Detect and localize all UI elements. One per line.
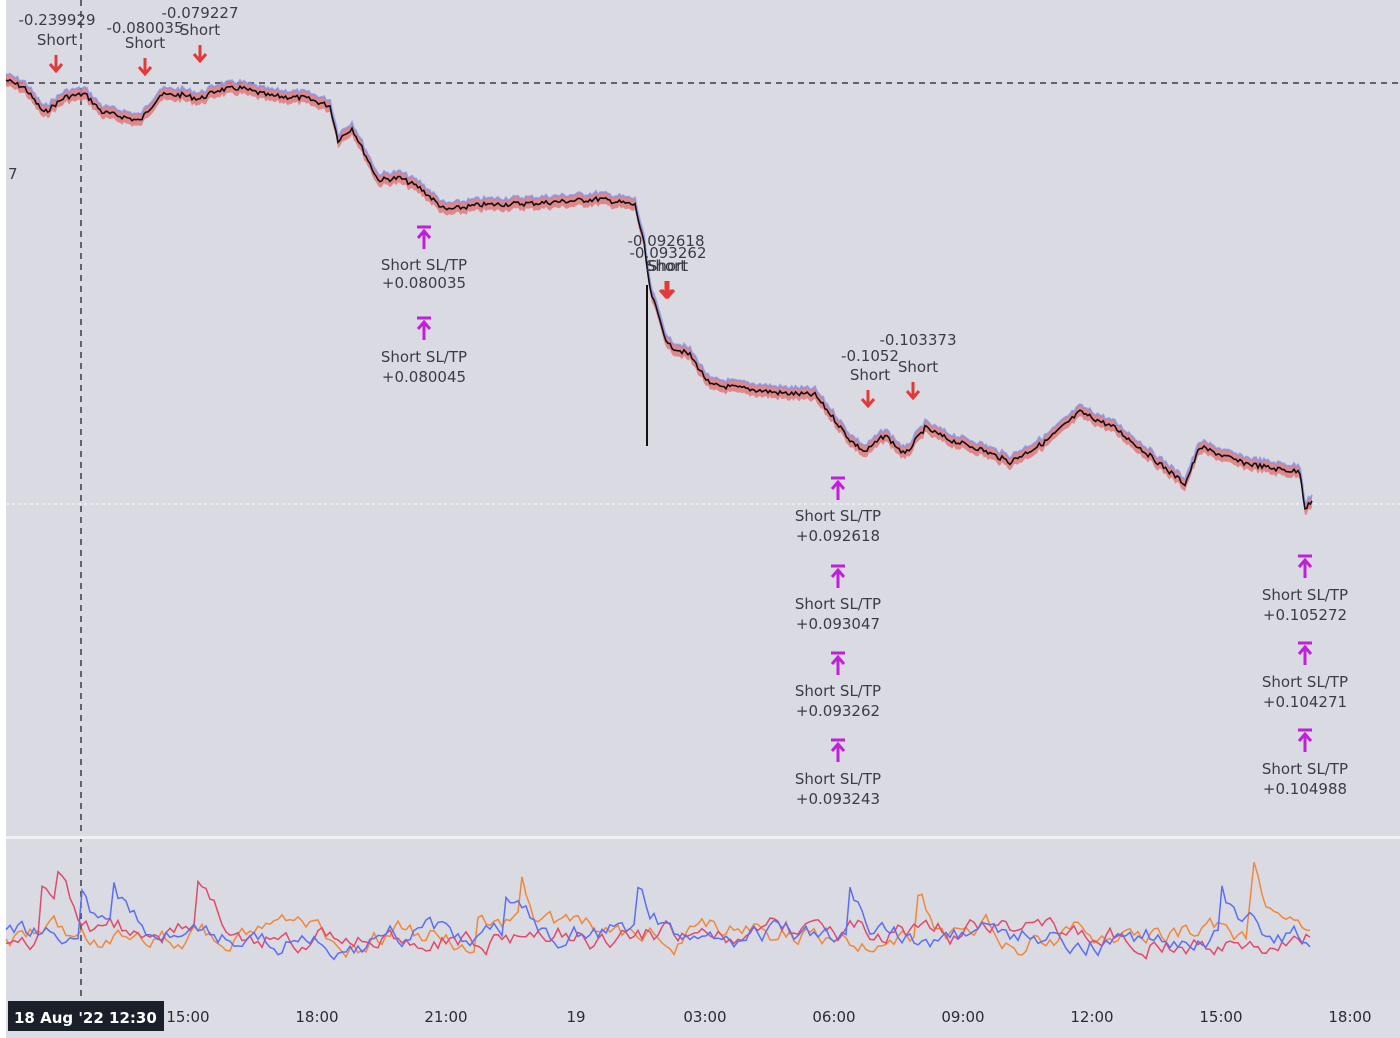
exit-label: Short SL/TP xyxy=(795,770,881,788)
exit-marker-icon xyxy=(416,225,432,249)
oscillator-pane xyxy=(5,861,1311,961)
x-tick-label: 06:00 xyxy=(812,1008,855,1026)
x-axis-ticks: 15:00 18:00 21:00 19 03:00 06:00 09:00 12:00 15:… xyxy=(166,1008,1371,1026)
entry-value-label: -0.103373 xyxy=(880,331,957,349)
price-line xyxy=(5,78,1313,510)
exit-marker-icon xyxy=(830,651,846,675)
exit-value-label: +0.104271 xyxy=(1263,693,1347,711)
x-tick-label: 19 xyxy=(566,1008,585,1026)
entry-side-label: Short xyxy=(648,257,688,275)
entry-value-label: -0.080035 xyxy=(107,19,184,37)
cursor-time-badge xyxy=(8,1001,164,1031)
entry-side-label: Short xyxy=(125,34,165,52)
x-tick-label: 09:00 xyxy=(941,1008,984,1026)
entry-value-label: -0.093262 xyxy=(630,244,707,262)
exit-value-label: +0.093262 xyxy=(796,702,880,720)
entry-arrow-icon xyxy=(137,58,153,77)
exit-label: Short SL/TP xyxy=(795,507,881,525)
exit-value-label: +0.093243 xyxy=(796,790,880,808)
exit-marker-icon xyxy=(1297,728,1313,752)
exit-marker-icon xyxy=(830,476,846,500)
entry-side-label: Short xyxy=(850,366,890,384)
trade-markers xyxy=(48,45,1313,762)
exit-marker-icon xyxy=(1297,641,1313,665)
entry-arrow-icon xyxy=(860,390,876,409)
exit-label: Short SL/TP xyxy=(1262,586,1348,604)
x-tick-label: 03:00 xyxy=(683,1008,726,1026)
band-fill xyxy=(6,73,1312,515)
exit-value-label: +0.104988 xyxy=(1263,780,1347,798)
entry-value-label: -0.092618 xyxy=(628,232,705,250)
exit-label: Short SL/TP xyxy=(795,682,881,700)
oscillator-line-3 xyxy=(5,882,1311,961)
x-tick-label: 18:00 xyxy=(295,1008,338,1026)
exit-marker-icon xyxy=(1297,554,1313,578)
price-series-line xyxy=(5,78,1313,510)
exit-value-label: +0.080045 xyxy=(382,368,466,386)
exit-value-label: +0.093047 xyxy=(796,615,880,633)
band-upper-edge xyxy=(5,72,1313,505)
exit-marker-icon xyxy=(830,738,846,762)
entry-side-label: Short xyxy=(646,257,686,275)
exit-marker-icon xyxy=(416,316,432,340)
x-tick-label: 12:00 xyxy=(1070,1008,1113,1026)
entry-arrow-icon xyxy=(660,281,676,300)
entry-value-label: -0.1052 xyxy=(841,347,899,365)
exit-label: Short SL/TP xyxy=(381,348,467,366)
exit-value-label: +0.092618 xyxy=(796,527,880,545)
pane-separator xyxy=(6,836,1400,839)
entry-side-label: Short xyxy=(898,358,938,376)
entry-side-label: Short xyxy=(180,21,220,39)
price-axis-fragment: 7 xyxy=(8,165,18,183)
x-tick-label: 21:00 xyxy=(424,1008,467,1026)
exit-marker-icon xyxy=(830,564,846,588)
exit-value-label: +0.105272 xyxy=(1263,606,1347,624)
entry-arrow-icon xyxy=(192,45,208,64)
entry-value-label: -0.239929 xyxy=(19,11,96,29)
cursor-time-label: 18 Aug '22 12:30 xyxy=(14,1009,157,1027)
x-tick-label: 15:00 xyxy=(166,1008,209,1026)
exit-label: Short SL/TP xyxy=(381,256,467,274)
entry-value-label: -0.079227 xyxy=(162,4,239,22)
trade-labels: -0.239929Short-0.080035Short-0.079227Sho… xyxy=(19,4,1349,808)
x-tick-label: 18:00 xyxy=(1328,1008,1371,1026)
time-axis xyxy=(6,1000,1400,1038)
left-edge-strip xyxy=(0,0,6,1038)
entry-side-label: Short xyxy=(37,31,77,49)
exit-value-label: +0.080035 xyxy=(382,274,466,292)
x-tick-label: 15:00 xyxy=(1199,1008,1242,1026)
exit-label: Short SL/TP xyxy=(795,595,881,613)
exit-label: Short SL/TP xyxy=(1262,760,1348,778)
oscillator-line-2 xyxy=(5,870,1311,960)
exit-label: Short SL/TP xyxy=(1262,673,1348,691)
price-band xyxy=(5,72,1313,515)
entry-arrow-icon xyxy=(48,55,64,74)
entry-arrow-icon xyxy=(905,382,921,401)
